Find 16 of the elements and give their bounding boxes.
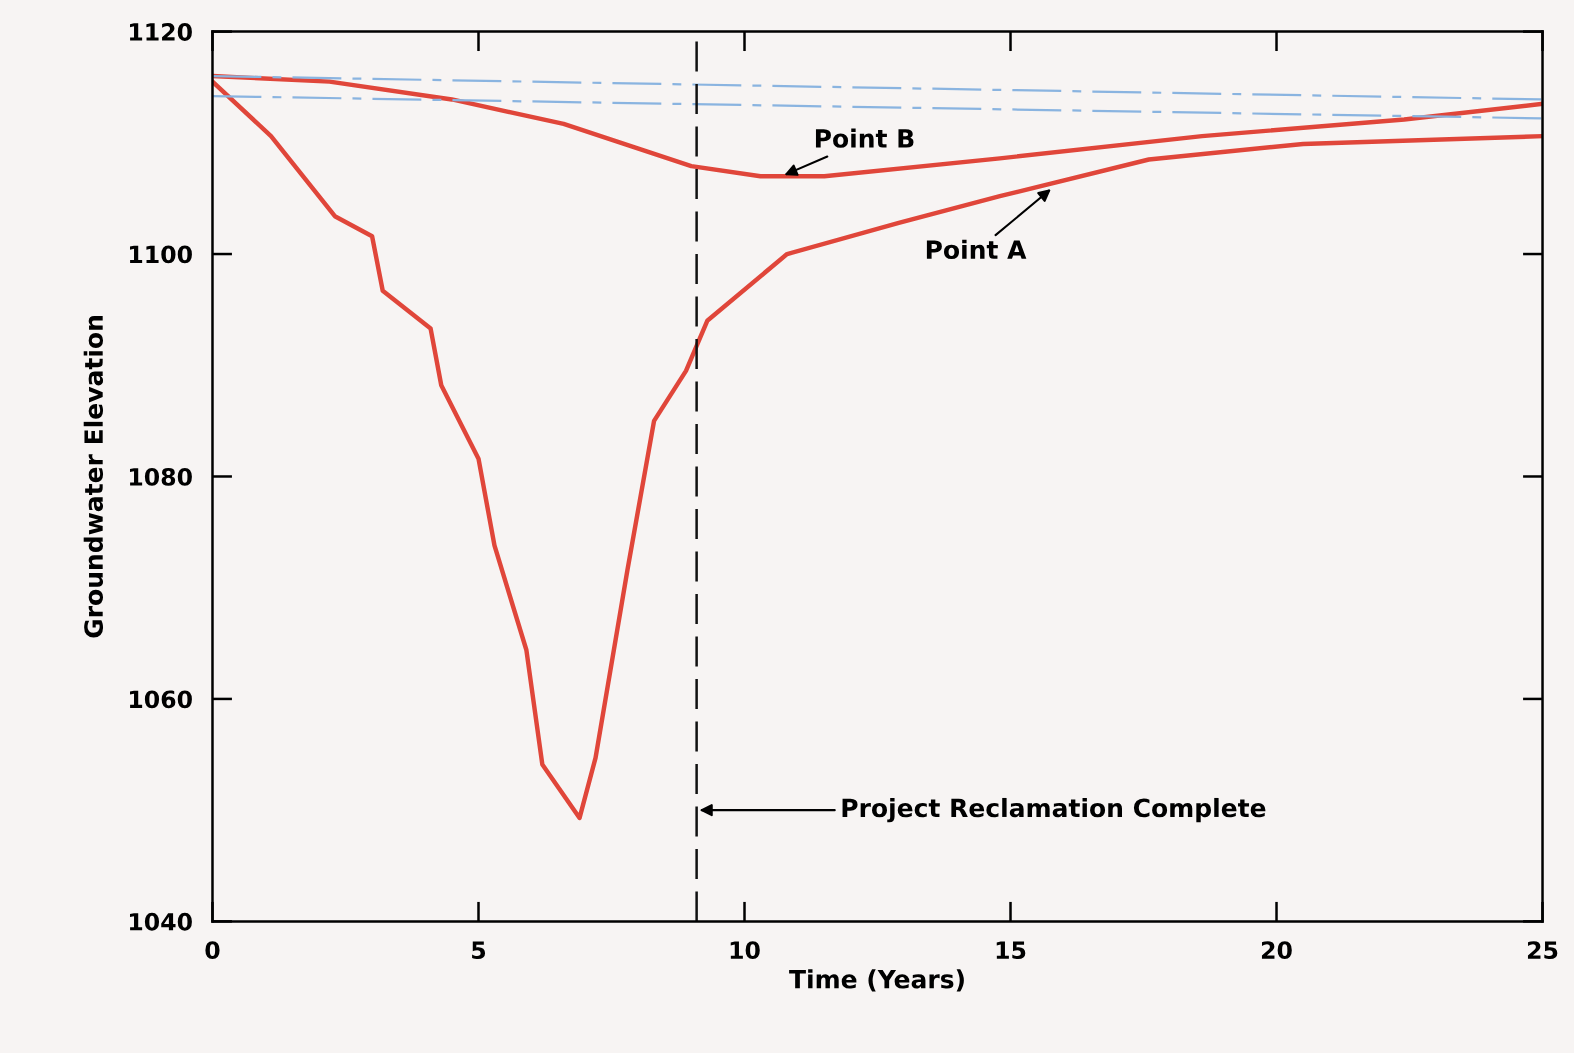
x-axis-title: Time (Years) [789,969,964,992]
y-tick-label: 1040 [130,912,192,931]
x-tick-label: 10 [730,941,760,960]
y-tick-label: 1060 [130,690,192,709]
x-tick-label: 20 [1261,941,1292,960]
x-tick-label: 15 [996,941,1026,960]
x-tick-label: 0 [205,941,220,960]
annotation: Point A [926,239,1027,260]
ref-line-label: Project Reclamation Complete [842,797,1266,823]
y-tick-label: 1080 [130,467,192,486]
x-tick-label: 5 [472,941,486,960]
y-tick-label: 1100 [130,245,192,264]
y-axis-title: Groundwater Elevation [83,316,104,638]
y-tick-label: 1120 [130,23,192,41]
annotation: Point B [815,128,914,148]
x-tick-label: 25 [1527,941,1558,960]
